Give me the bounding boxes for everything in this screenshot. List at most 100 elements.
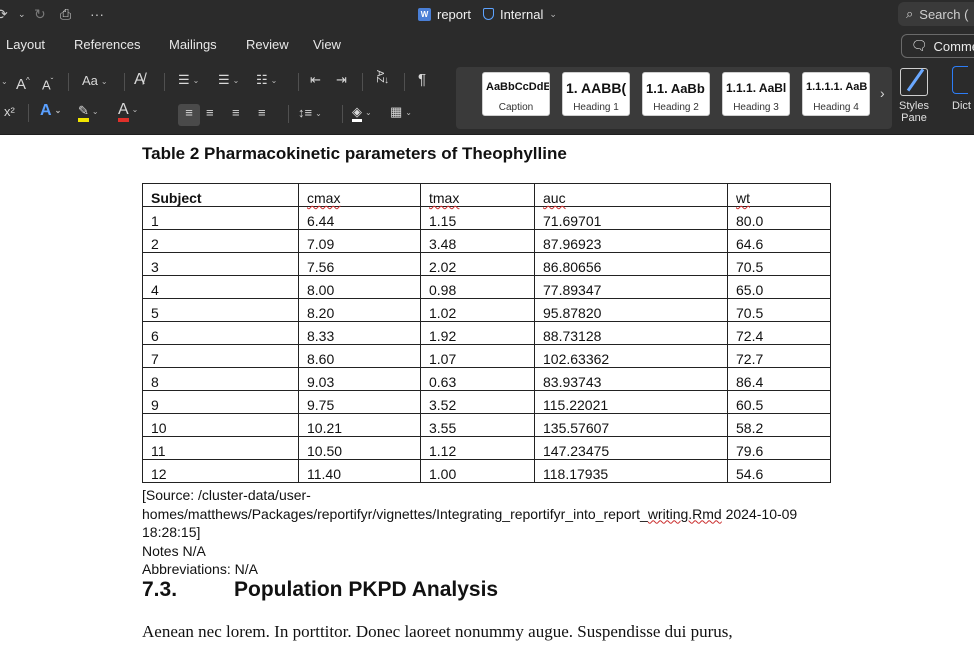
document-name: report xyxy=(437,6,471,22)
cell-subject: 3 xyxy=(142,252,299,276)
column-header-cmax: cmax xyxy=(298,183,421,207)
style-caption[interactable]: AaBbCcDdE Caption xyxy=(482,72,550,116)
column-header-subject: Subject xyxy=(142,183,299,207)
table-row: 4 8.00 0.98 77.89347 65.0 xyxy=(142,275,831,299)
table-header-row: Subject cmax tmax auc wt xyxy=(142,183,831,207)
cell-wt: 80.0 xyxy=(727,206,831,230)
tab-layout[interactable]: Layout xyxy=(6,37,46,52)
align-right-button[interactable]: ≡ xyxy=(232,105,240,120)
cell-tmax: 1.07 xyxy=(420,344,535,368)
document-title[interactable]: W report Internal ⌄ xyxy=(418,5,557,23)
sort-button[interactable]: AZ↓ xyxy=(374,70,389,86)
cell-cmax: 8.20 xyxy=(298,298,421,322)
cell-cmax: 10.21 xyxy=(298,413,421,437)
cell-cmax: 9.75 xyxy=(298,390,421,414)
decrease-indent-icon[interactable]: ⇤ xyxy=(310,72,321,87)
cell-tmax: 3.55 xyxy=(420,413,535,437)
style-heading-4[interactable]: 1.1.1.1. AaB Heading 4 xyxy=(802,72,870,116)
chevron-down-icon[interactable]: ⌄ xyxy=(18,9,26,19)
search-input[interactable]: Search ( xyxy=(919,6,969,22)
font-color-button[interactable]: A ⌄ xyxy=(118,101,138,123)
tab-references[interactable]: References xyxy=(74,37,141,52)
chevron-down-icon[interactable]: ⌄ xyxy=(549,8,557,19)
styles-pane-label: Styles xyxy=(899,100,929,112)
separator xyxy=(124,73,125,91)
line-spacing-icon[interactable]: ↕≡ ⌄ xyxy=(298,105,322,120)
chevron-right-icon[interactable]: › xyxy=(880,85,885,101)
clear-formatting-icon[interactable]: A̸ xyxy=(134,71,145,88)
cell-auc: 87.96923 xyxy=(534,229,728,253)
shield-icon xyxy=(482,8,494,20)
print-icon[interactable]: ⎙ xyxy=(60,6,72,22)
style-heading-2[interactable]: 1.1. AaBb Heading 2 xyxy=(642,72,710,116)
style-heading-1[interactable]: 1. AABB( Heading 1 xyxy=(562,72,630,116)
justify-button[interactable]: ≡ xyxy=(258,105,266,120)
shading-icon[interactable]: ◈ ⌄ xyxy=(352,103,372,122)
separator xyxy=(164,73,165,91)
notes-line: Notes N/A xyxy=(142,542,206,559)
superscript-button[interactable]: x² xyxy=(4,104,15,119)
dictate-button[interactable]: Dict xyxy=(952,66,971,112)
grow-font-button[interactable]: A^ xyxy=(16,76,30,93)
highlighter-icon: ✎ xyxy=(78,103,89,122)
sensitivity-label[interactable]: Internal xyxy=(499,6,544,22)
search-box[interactable]: ⌕ Search ( xyxy=(898,2,974,26)
cell-cmax: 6.44 xyxy=(298,206,421,230)
style-heading-3[interactable]: 1.1.1. AaBl Heading 3 xyxy=(722,72,790,116)
separator xyxy=(28,104,29,122)
table-row: 11 10.50 1.12 147.23475 79.6 xyxy=(142,436,831,460)
change-case-button[interactable]: Aa ⌄ xyxy=(82,73,108,88)
tab-mailings[interactable]: Mailings xyxy=(169,37,217,52)
cell-subject: 9 xyxy=(142,390,299,414)
numbering-icon[interactable]: ☰ ⌄ xyxy=(218,72,240,87)
table-footnotes: [Source: /cluster-data/user- homes/matth… xyxy=(142,486,842,579)
cell-wt: 79.6 xyxy=(727,436,831,460)
shrink-font-button[interactable]: Aˇ xyxy=(42,77,54,93)
cell-auc: 147.23475 xyxy=(534,436,728,460)
separator xyxy=(298,73,299,91)
cell-wt: 60.5 xyxy=(727,390,831,414)
highlight-color-button[interactable]: ✎ ⌄ xyxy=(78,102,99,122)
title-bar: ⟳ ⌄ ↻ ⎙ ··· W report Internal ⌄ ⌕ Search… xyxy=(0,0,974,28)
tab-view[interactable]: View xyxy=(313,37,341,52)
cell-auc: 88.73128 xyxy=(534,321,728,345)
section-heading: 7.3. Population PKPD Analysis xyxy=(142,578,498,602)
table-caption: Table 2 Pharmacokinetic parameters of Th… xyxy=(142,144,567,163)
cell-wt: 72.7 xyxy=(727,344,831,368)
separator xyxy=(404,73,405,91)
cell-subject: 6 xyxy=(142,321,299,345)
cell-cmax: 7.56 xyxy=(298,252,421,276)
cell-subject: 8 xyxy=(142,367,299,391)
document-canvas[interactable]: Table 2 Pharmacokinetic parameters of Th… xyxy=(0,136,974,646)
cell-wt: 54.6 xyxy=(727,459,831,483)
text-effects-button[interactable]: A ⌄ xyxy=(40,102,62,120)
bullets-icon[interactable]: ☰ ⌄ xyxy=(178,72,200,87)
show-formatting-button[interactable]: ¶ xyxy=(418,71,427,88)
increase-indent-icon[interactable]: ⇥ xyxy=(336,72,347,87)
cell-wt: 86.4 xyxy=(727,367,831,391)
redo-icon[interactable]: ⟳ xyxy=(0,6,8,22)
table-row: 9 9.75 3.52 115.22021 60.5 xyxy=(142,390,831,414)
cell-auc: 77.89347 xyxy=(534,275,728,299)
table-row: 8 9.03 0.63 83.93743 86.4 xyxy=(142,367,831,391)
cell-cmax: 8.33 xyxy=(298,321,421,345)
cell-tmax: 1.15 xyxy=(420,206,535,230)
chevron-down-icon[interactable]: ⌄ xyxy=(1,76,8,86)
cell-tmax: 1.02 xyxy=(420,298,535,322)
align-left-button[interactable]: ≡ xyxy=(178,104,200,126)
cell-auc: 102.63362 xyxy=(534,344,728,368)
table-row: 5 8.20 1.02 95.87820 70.5 xyxy=(142,298,831,322)
styles-pane-button[interactable]: Styles Pane xyxy=(893,66,935,124)
cell-auc: 83.93743 xyxy=(534,367,728,391)
more-icon[interactable]: ··· xyxy=(90,6,104,22)
cell-tmax: 1.00 xyxy=(420,459,535,483)
cell-wt: 70.5 xyxy=(727,252,831,276)
styles-pane-label: Pane xyxy=(901,112,927,124)
multilevel-list-icon[interactable]: ☷ ⌄ xyxy=(256,72,278,87)
align-center-button[interactable]: ≡ xyxy=(206,105,214,120)
comments-button[interactable]: 🗨︎ Comme xyxy=(901,34,974,58)
borders-icon[interactable]: ▦ ⌄ xyxy=(390,104,412,119)
pk-table: Subject cmax tmax auc wt 1 6.44 1.15 71.697… xyxy=(142,183,831,483)
repeat-icon[interactable]: ↻ xyxy=(34,6,46,22)
tab-review[interactable]: Review xyxy=(246,37,289,52)
